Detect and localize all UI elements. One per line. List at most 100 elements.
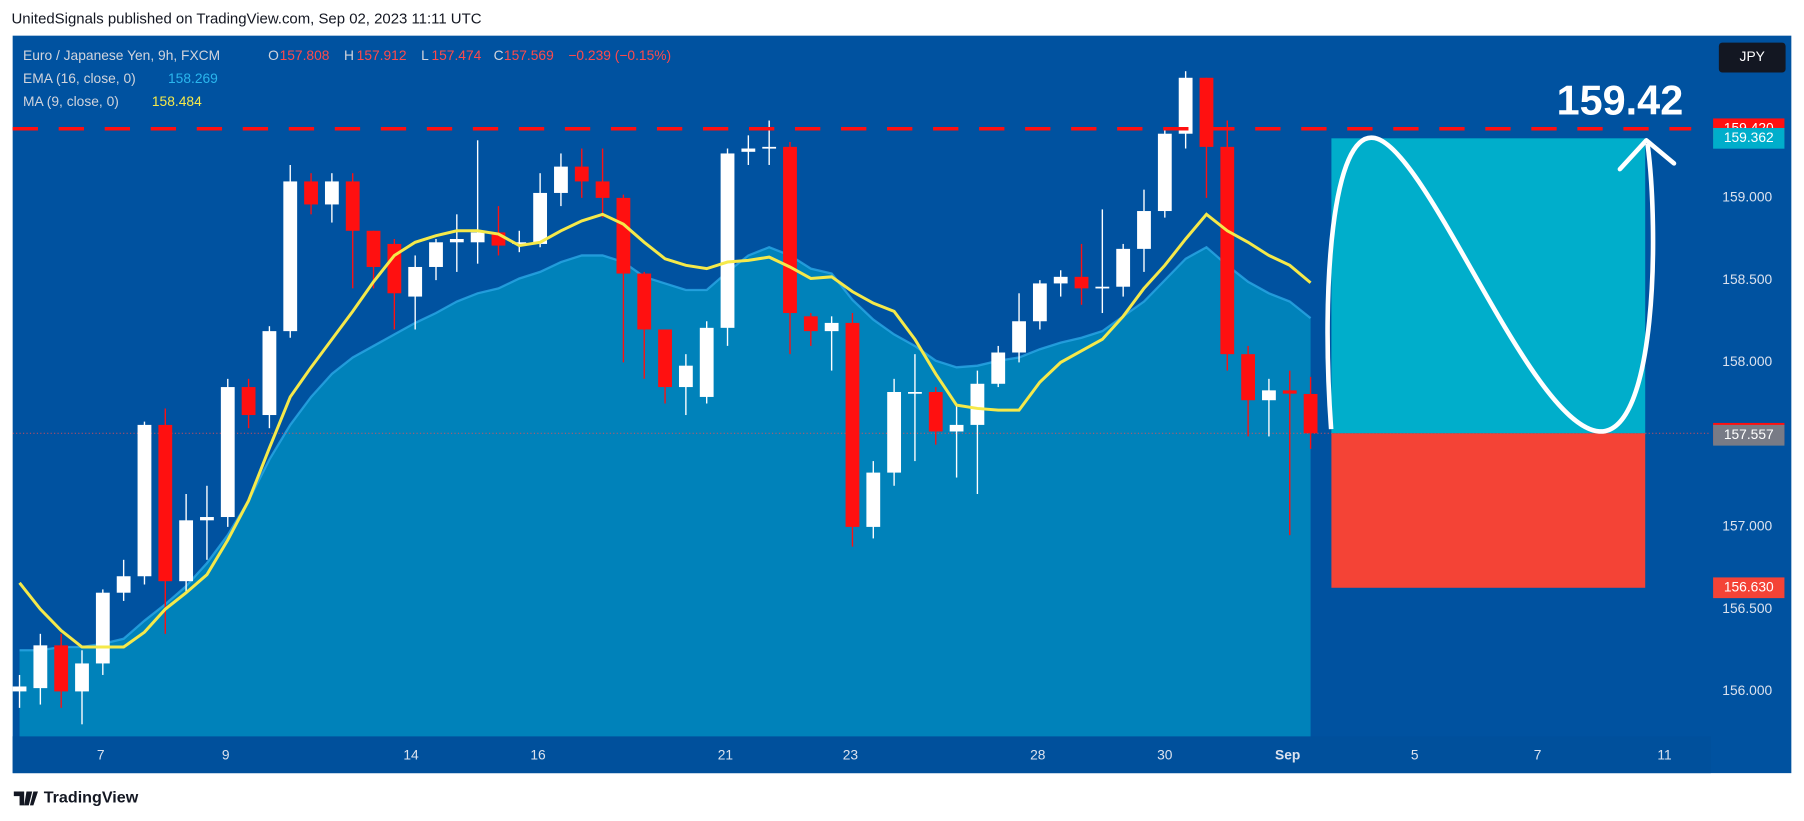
candle-body [616, 197, 631, 274]
candle-body [387, 243, 402, 294]
candle-body [949, 424, 964, 432]
candle-body [991, 352, 1006, 384]
ohlc-value: 157.808 [280, 48, 330, 63]
candle-body [95, 592, 110, 664]
plot-area [12, 71, 1711, 737]
candle-body [75, 663, 89, 692]
ohlc-key: H [344, 48, 354, 63]
y-tick-label: 158.500 [1722, 272, 1772, 287]
ohlc-value: 157.912 [357, 48, 407, 63]
candle-body [1178, 77, 1193, 134]
candle-body [1137, 211, 1151, 249]
drawn-arrowhead [1617, 138, 1677, 172]
candle-body [1116, 248, 1131, 287]
ema-name: EMA (16, close, 0) [23, 71, 136, 86]
candle-body [845, 322, 860, 527]
x-tick-label: 16 [530, 748, 546, 763]
candle-body [137, 424, 152, 577]
candle-body [887, 391, 902, 473]
x-tick-label: 9 [222, 748, 230, 763]
x-tick-label: 5 [1411, 748, 1419, 763]
candle-body [470, 232, 485, 243]
y-tick-label: 156.000 [1722, 683, 1772, 698]
logo-text: TradingView [44, 789, 139, 807]
candle-body [512, 242, 527, 245]
x-tick-label: 11 [1657, 748, 1671, 763]
candle-body [220, 387, 235, 518]
candle-body [783, 146, 797, 314]
candle-body [1199, 77, 1214, 147]
candle-body [158, 424, 173, 582]
x-tick-label: 21 [718, 748, 733, 763]
y-tick-label: 157.000 [1722, 519, 1772, 534]
position-profit [1331, 138, 1646, 434]
candle-body [720, 153, 735, 328]
price-label: 156.630 [1724, 579, 1774, 594]
candle-body [324, 181, 339, 205]
x-tick-label: 30 [1157, 748, 1173, 763]
candle-body [12, 686, 27, 692]
drawn-curve [1325, 135, 1656, 434]
ohlc-value: 157.474 [431, 48, 481, 63]
candle-body [741, 148, 756, 152]
price-label: 157.557 [1724, 427, 1774, 442]
ohlc-value: 157.569 [504, 48, 554, 63]
candle-body [33, 645, 48, 689]
candle-body [1303, 393, 1318, 434]
candle-body [762, 146, 777, 149]
ma-name: MA (9, close, 0) [23, 94, 119, 109]
candle-body [1220, 146, 1235, 355]
currency-label[interactable]: JPY [1740, 49, 1765, 64]
candle-body [678, 365, 693, 388]
x-tick-label: 23 [843, 748, 859, 763]
x-tick-label: 28 [1030, 748, 1046, 763]
candle-body [408, 266, 423, 297]
logo-icon [13, 791, 38, 806]
y-tick-label: 158.000 [1722, 354, 1772, 369]
price-label: 159.362 [1724, 130, 1774, 145]
candle-body [1032, 283, 1047, 322]
candle-body [658, 329, 672, 388]
change-value: −0.239 (−0.15%) [568, 48, 671, 63]
x-tick-label: Sep [1275, 748, 1300, 763]
publisher-line: UnitedSignals published on TradingView.c… [12, 11, 482, 28]
currency-button[interactable] [1718, 42, 1786, 73]
ema-value: 158.269 [168, 71, 218, 86]
ma-value: 158.484 [152, 94, 202, 109]
candle-body [1157, 133, 1172, 212]
candle-body [283, 181, 298, 332]
candle-body [262, 331, 277, 416]
candle-body [1074, 276, 1089, 289]
candle-body [54, 645, 69, 692]
price-label-box [1713, 127, 1785, 149]
symbol-name: Euro / Japanese Yen, 9h, FXCM [23, 48, 220, 63]
candle-body [699, 327, 714, 397]
candle-body [1095, 286, 1110, 289]
time-axis [12, 736, 1711, 774]
candle-body [908, 391, 922, 394]
candle-body [241, 387, 256, 416]
x-tick-label: 14 [403, 748, 419, 763]
candle-body [1012, 321, 1026, 353]
candle-body [449, 239, 464, 243]
candle-body [595, 181, 610, 198]
ohlc-key: C [494, 48, 504, 63]
candle-body [345, 181, 360, 231]
candle-body [116, 576, 131, 593]
candle-body [1282, 390, 1297, 394]
candle-body [366, 230, 381, 267]
tradingview-logo: TradingView [13, 789, 139, 807]
candle-body [200, 517, 214, 521]
candle-body [533, 192, 548, 244]
candle-body [928, 391, 943, 432]
legend: Euro / Japanese Yen, 9h, FXCM O 157.808 … [23, 48, 671, 109]
candle-body [824, 322, 839, 332]
candle-body [970, 383, 985, 425]
ema-area [19, 247, 1311, 737]
position-loss [1331, 433, 1646, 588]
candle-body [1241, 354, 1256, 401]
candle-body [554, 166, 568, 193]
